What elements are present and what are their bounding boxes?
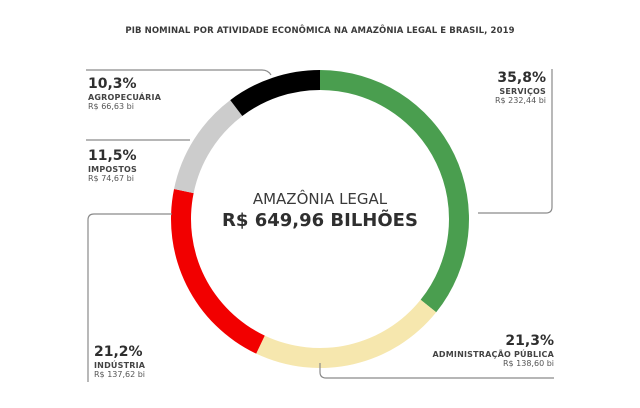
pct: 10,3% [88,76,137,92]
leader-line-agropecuaria [86,69,272,76]
sector-name: IMPOSTOS [88,164,137,174]
sector-name: INDÚSTRIA [94,360,146,370]
sector-name: AGROPECUÁRIA [88,92,162,102]
sector-value: R$ 137,62 bi [94,370,146,380]
leader-line-industria [87,213,172,382]
chart-title: PIB NOMINAL POR ATIVIDADE ECONÔMICA NA A… [125,26,515,36]
pct: 21,2% [94,344,143,360]
label-industria: 21,2% INDÚSTRIA R$ 137,62 bi [94,344,145,380]
sector-value: R$ 138,60 bi [502,359,554,369]
sector-name: SERVIÇOS [499,86,546,96]
label-servicos: 35,8% SERVIÇOS R$ 232,44 bi [396,70,546,106]
pct: 35,8% [497,70,546,86]
sector-value: R$ 66,63 bi [88,102,134,112]
sector-name: ADMINISTRAÇÃO PÚBLICA [432,349,554,359]
label-administracao-publica: 21,3% ADMINISTRAÇÃO PÚBLICA R$ 138,60 bi [334,333,554,369]
leader-line-servicos [478,69,553,214]
donut-segment-agropecuaria [230,70,320,117]
center-region-label: AMAZÔNIA LEGAL [252,190,388,208]
leader-lines [86,69,554,382]
pct: 21,3% [505,333,554,349]
leader-line-administracao [319,363,554,379]
label-agropecuaria: 10,3% AGROPECUÁRIA R$ 66,63 bi [88,76,161,112]
label-impostos: 11,5% IMPOSTOS R$ 74,67 bi [88,148,137,184]
donut-segment-administracao-publica [256,299,437,368]
donut-segment-impostos [174,100,243,194]
sector-value: R$ 232,44 bi [494,96,546,106]
center-total-value: R$ 649,96 BILHÕES [222,210,418,231]
donut-ring [171,70,469,368]
pct: 11,5% [88,148,137,164]
donut-segment-industria [171,189,265,354]
sector-value: R$ 74,67 bi [88,174,134,184]
donut-segment-servicos [320,70,469,313]
